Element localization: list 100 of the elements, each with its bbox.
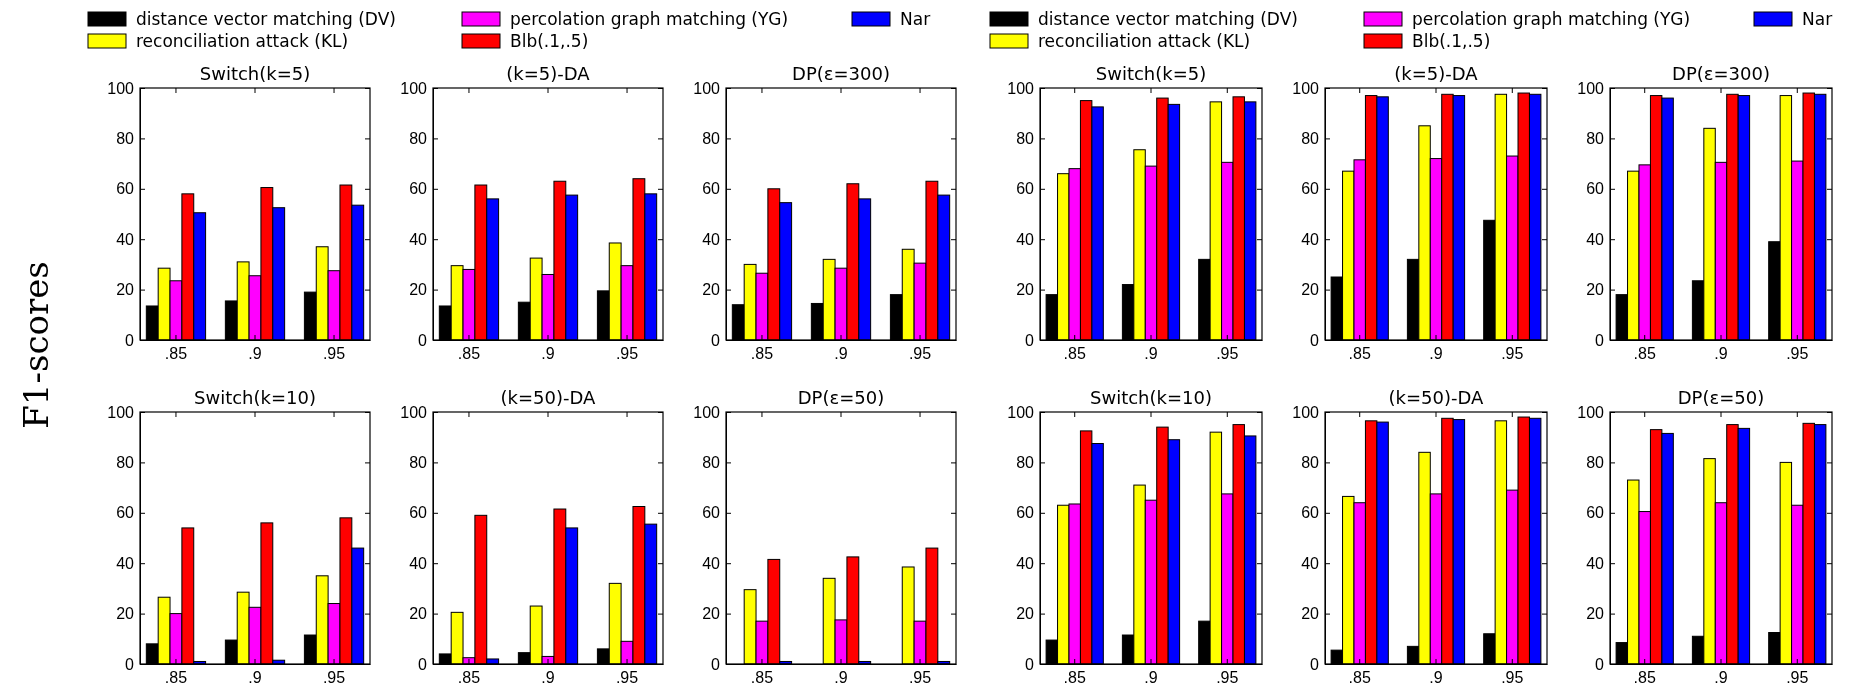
y-tick-label: 40	[1586, 554, 1605, 572]
x-tick-label: .85	[750, 345, 774, 363]
chart-title: Switch(k=10)	[194, 387, 316, 408]
y-tick-label: 20	[1016, 281, 1035, 299]
y-tick-label: 40	[116, 230, 135, 248]
y-tick-label: 20	[116, 605, 135, 623]
x-tick-label: .85	[1633, 669, 1656, 687]
x-tick-label: .9	[1144, 345, 1158, 363]
y-tick-label: 100	[693, 403, 721, 421]
legend-label: percolation graph matching (YG)	[510, 9, 789, 29]
y-tick-label: 60	[116, 180, 135, 198]
x-tick-label: .9	[1429, 345, 1443, 363]
y-tick-label: 20	[409, 281, 428, 299]
legend-label: reconciliation attack (KL)	[136, 31, 349, 51]
chart-title: (k=5)-DA	[506, 63, 591, 84]
x-tick-label: .85	[1348, 345, 1371, 363]
chart-title: DP(ε=300)	[1672, 63, 1770, 84]
y-axis-title: F1-scores	[16, 261, 56, 429]
legend-label: Blb(.1,.5)	[1412, 31, 1491, 51]
legend-label: Nar	[900, 9, 931, 29]
y-tick-label: 100	[1007, 403, 1035, 421]
chart-title: (k=50)-DA	[1388, 387, 1485, 408]
y-tick-label: 100	[1292, 79, 1320, 97]
y-tick-label: 60	[702, 180, 721, 198]
chart-title: DP(ε=50)	[1677, 387, 1765, 408]
x-tick-label: .85	[164, 345, 188, 363]
legend-label: Nar	[1802, 9, 1833, 29]
x-tick-label: .85	[1633, 345, 1656, 363]
x-tick-label: .9	[834, 345, 848, 363]
y-tick-label: 20	[1586, 605, 1605, 623]
chart-title: (k=50)-DA	[500, 387, 597, 408]
y-tick-label: 40	[702, 554, 721, 572]
y-tick-label: 20	[409, 605, 428, 623]
y-tick-label: 40	[702, 230, 721, 248]
y-tick-label: 0	[125, 655, 135, 673]
y-tick-label: 80	[1301, 130, 1320, 148]
y-tick-label: 40	[1301, 554, 1320, 572]
x-tick-label: .9	[1714, 345, 1728, 363]
chart-title: Switch(k=5)	[1095, 63, 1207, 84]
y-tick-label: 0	[418, 655, 428, 673]
x-tick-label: .95	[1786, 345, 1809, 363]
y-tick-label: 60	[1586, 180, 1605, 198]
y-tick-label: 100	[693, 79, 721, 97]
legend-label: percolation graph matching (YG)	[1412, 9, 1691, 29]
x-tick-label: .9	[1144, 669, 1158, 687]
y-tick-label: 0	[1595, 331, 1605, 349]
y-tick-label: 20	[702, 281, 721, 299]
y-tick-label: 80	[409, 130, 428, 148]
x-tick-label: .95	[908, 345, 932, 363]
y-tick-label: 40	[1016, 230, 1035, 248]
y-tick-label: 80	[116, 130, 135, 148]
y-tick-label: 20	[702, 605, 721, 623]
x-tick-label: .95	[322, 345, 346, 363]
chart-title: Switch(k=5)	[199, 63, 311, 84]
legend-label: distance vector matching (DV)	[136, 9, 396, 29]
x-tick-label: .9	[1429, 669, 1443, 687]
y-tick-label: 40	[409, 554, 428, 572]
x-tick-label: .95	[908, 669, 932, 687]
y-tick-label: 80	[702, 130, 721, 148]
y-tick-label: 40	[1016, 554, 1035, 572]
y-tick-label: 20	[1586, 281, 1605, 299]
x-tick-label: .95	[1501, 669, 1524, 687]
y-tick-label: 100	[1577, 403, 1605, 421]
x-tick-label: .9	[1714, 669, 1728, 687]
x-tick-label: .95	[1216, 345, 1239, 363]
x-tick-label: .85	[750, 669, 774, 687]
y-tick-label: 0	[125, 331, 135, 349]
x-tick-label: .85	[164, 669, 188, 687]
y-tick-label: 60	[1016, 180, 1035, 198]
x-tick-label: .85	[1063, 669, 1086, 687]
y-tick-label: 20	[116, 281, 135, 299]
y-tick-label: 100	[1007, 79, 1035, 97]
y-tick-label: 40	[1301, 230, 1320, 248]
y-tick-label: 60	[1586, 504, 1605, 522]
y-tick-label: 0	[1025, 655, 1035, 673]
y-tick-label: 100	[400, 403, 428, 421]
x-tick-label: .85	[1063, 345, 1086, 363]
chart-title: (k=5)-DA	[1394, 63, 1479, 84]
x-tick-label: .85	[1348, 669, 1371, 687]
y-tick-label: 100	[400, 79, 428, 97]
y-tick-label: 20	[1016, 605, 1035, 623]
y-tick-label: 40	[409, 230, 428, 248]
y-tick-label: 80	[1016, 130, 1035, 148]
y-tick-label: 100	[1292, 403, 1320, 421]
y-tick-label: 80	[409, 454, 428, 472]
y-tick-label: 60	[409, 180, 428, 198]
y-tick-label: 80	[702, 454, 721, 472]
y-tick-label: 80	[1301, 454, 1320, 472]
y-tick-label: 0	[418, 331, 428, 349]
x-tick-label: .95	[1216, 669, 1239, 687]
chart-title: DP(ε=50)	[797, 387, 885, 408]
y-tick-label: 60	[702, 504, 721, 522]
y-tick-label: 100	[107, 79, 135, 97]
x-tick-label: .95	[615, 345, 639, 363]
y-tick-label: 20	[1301, 605, 1320, 623]
x-tick-label: .95	[615, 669, 639, 687]
x-tick-label: .9	[834, 669, 848, 687]
y-tick-label: 60	[116, 504, 135, 522]
y-tick-label: 60	[1301, 180, 1320, 198]
x-tick-label: .85	[457, 345, 481, 363]
